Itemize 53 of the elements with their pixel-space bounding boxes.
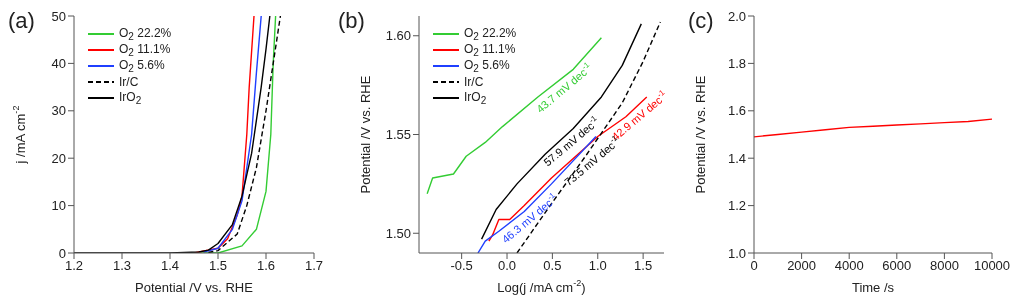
chart-title: (c) bbox=[688, 8, 714, 34]
chart-title: (a) bbox=[8, 8, 35, 34]
x-tick-label: 1.4 bbox=[160, 258, 180, 274]
x-tick-label: 10000 bbox=[973, 258, 1011, 274]
line-series bbox=[202, 16, 262, 253]
y-tick-label: 1.4 bbox=[727, 150, 746, 166]
y-axis-title: Potential /V vs. RHE bbox=[358, 75, 374, 194]
legend-label: IrO$_{2}$ bbox=[119, 89, 142, 107]
y-tick-label: 1.8 bbox=[727, 56, 746, 72]
legend-label: O$_{2}$ 22.2% bbox=[119, 25, 172, 43]
y-tick-label: 20 bbox=[51, 150, 66, 166]
x-tick-label: 1.0 bbox=[588, 258, 607, 274]
x-axis-title: Log(j /mA cm$^{-2}$) bbox=[497, 278, 586, 296]
y-tick-label: 30 bbox=[51, 103, 66, 119]
x-tick-label: 0 bbox=[750, 258, 758, 274]
chart-title: (b) bbox=[338, 8, 365, 34]
x-tick-label: 8000 bbox=[929, 258, 959, 274]
x-tick-label: 4000 bbox=[834, 258, 864, 274]
legend-label: O$_{2}$ 22.2% bbox=[464, 25, 517, 43]
legend-label: O$_{2}$ 11.1% bbox=[464, 41, 516, 59]
legend-label: Ir/C bbox=[119, 75, 139, 89]
line-series bbox=[754, 118, 992, 138]
x-tick-label: 6000 bbox=[882, 258, 912, 274]
y-tick-label: 1.0 bbox=[727, 245, 746, 261]
y-axis-title: Potential /V vs. RHE bbox=[693, 75, 709, 194]
legend-label: O$_{2}$ 5.6% bbox=[119, 57, 165, 75]
y-tick-label: 1.50 bbox=[385, 225, 411, 241]
x-tick-label: 1.7 bbox=[304, 258, 324, 274]
x-axis-title: Time /s bbox=[851, 280, 895, 296]
y-tick-label: 1.6 bbox=[727, 103, 746, 119]
y-tick-label: 1.60 bbox=[385, 28, 411, 44]
x-tick-label: 1.5 bbox=[208, 258, 228, 274]
legend-label: IrO$_{2}$ bbox=[464, 89, 487, 107]
y-tick-label: 40 bbox=[51, 56, 66, 72]
x-tick-label: 1.5 bbox=[634, 258, 653, 274]
x-tick-label: 0.0 bbox=[497, 258, 517, 274]
y-tick-label: 50 bbox=[51, 8, 66, 24]
y-tick-label: 10 bbox=[51, 198, 66, 214]
x-tick-label: 0.5 bbox=[543, 258, 562, 274]
y-tick-label: 2.0 bbox=[727, 8, 746, 24]
x-axis-title: Potential /V vs. RHE bbox=[135, 280, 254, 296]
x-tick-label: -0.5 bbox=[450, 258, 473, 274]
x-tick-label: 1.2 bbox=[64, 258, 84, 274]
x-tick-label: 1.6 bbox=[256, 258, 276, 274]
y-tick-label: 1.2 bbox=[727, 198, 746, 214]
legend-label: O$_{2}$ 11.1% bbox=[119, 41, 171, 59]
x-tick-label: 1.3 bbox=[112, 258, 132, 274]
y-tick-label: 1.55 bbox=[385, 127, 411, 143]
x-tick-label: 2000 bbox=[787, 258, 817, 274]
y-tick-label: 0 bbox=[58, 245, 66, 261]
line-series bbox=[488, 96, 648, 242]
legend-label: Ir/C bbox=[464, 75, 484, 89]
legend-label: O$_{2}$ 5.6% bbox=[464, 57, 510, 75]
